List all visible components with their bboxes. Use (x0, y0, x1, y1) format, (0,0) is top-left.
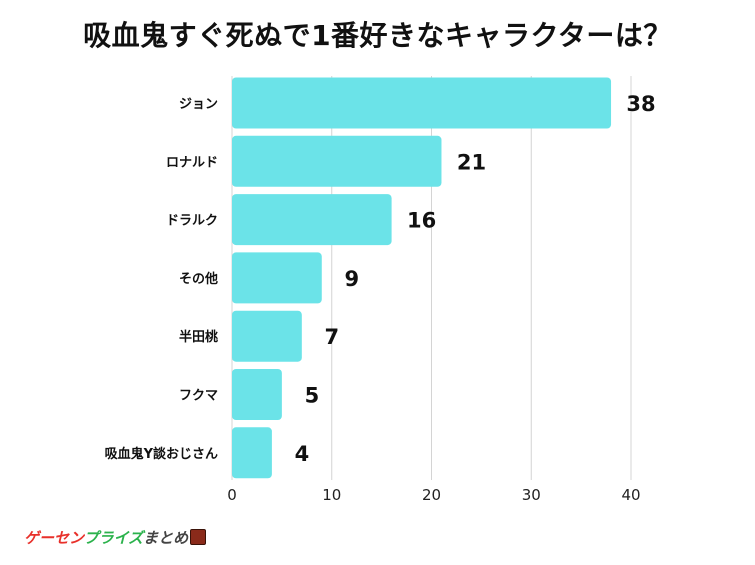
x-axis-ticks: 0 10 20 30 40 (227, 486, 640, 504)
data-label: 7 (325, 325, 340, 349)
chart-title: 吸血鬼すぐ死ぬで1番好きなキャラクターは？ (83, 19, 672, 52)
bar (232, 77, 612, 129)
value-labels: 38 21 16 9 7 5 4 (295, 92, 656, 466)
data-label: 5 (305, 384, 320, 408)
site-logo: ゲーセンプライズまとめ (24, 527, 207, 548)
crane-game-icon (190, 529, 207, 545)
x-tick-label: 0 (227, 486, 237, 504)
category-label: ドラルク (166, 214, 218, 229)
bar (232, 427, 272, 479)
x-tick-label: 40 (621, 486, 640, 504)
bar (232, 310, 302, 362)
data-label: 38 (626, 92, 655, 116)
category-label: ロナルド (166, 155, 218, 170)
data-label: 4 (295, 442, 310, 466)
data-label: 21 (457, 150, 486, 174)
category-label: 吸血鬼Y談おじさん (105, 446, 218, 462)
bars (232, 77, 612, 479)
bar (232, 194, 392, 246)
category-label: 半田桃 (179, 329, 218, 345)
category-label: フクマ (179, 389, 218, 404)
logo-text-game-center: ゲーセン (24, 529, 84, 547)
logo-text-matome: まとめ (143, 529, 189, 547)
bar (232, 252, 322, 304)
x-tick-label: 20 (422, 486, 441, 504)
category-label: その他 (179, 271, 218, 287)
data-label: 9 (344, 267, 359, 291)
bar (232, 135, 442, 187)
data-label: 16 (407, 209, 436, 233)
category-label: ジョン (179, 97, 218, 112)
bar (232, 369, 282, 420)
x-tick-label: 10 (322, 486, 341, 504)
logo-text-prize: プライズ (83, 529, 144, 547)
x-tick-label: 30 (522, 486, 541, 504)
